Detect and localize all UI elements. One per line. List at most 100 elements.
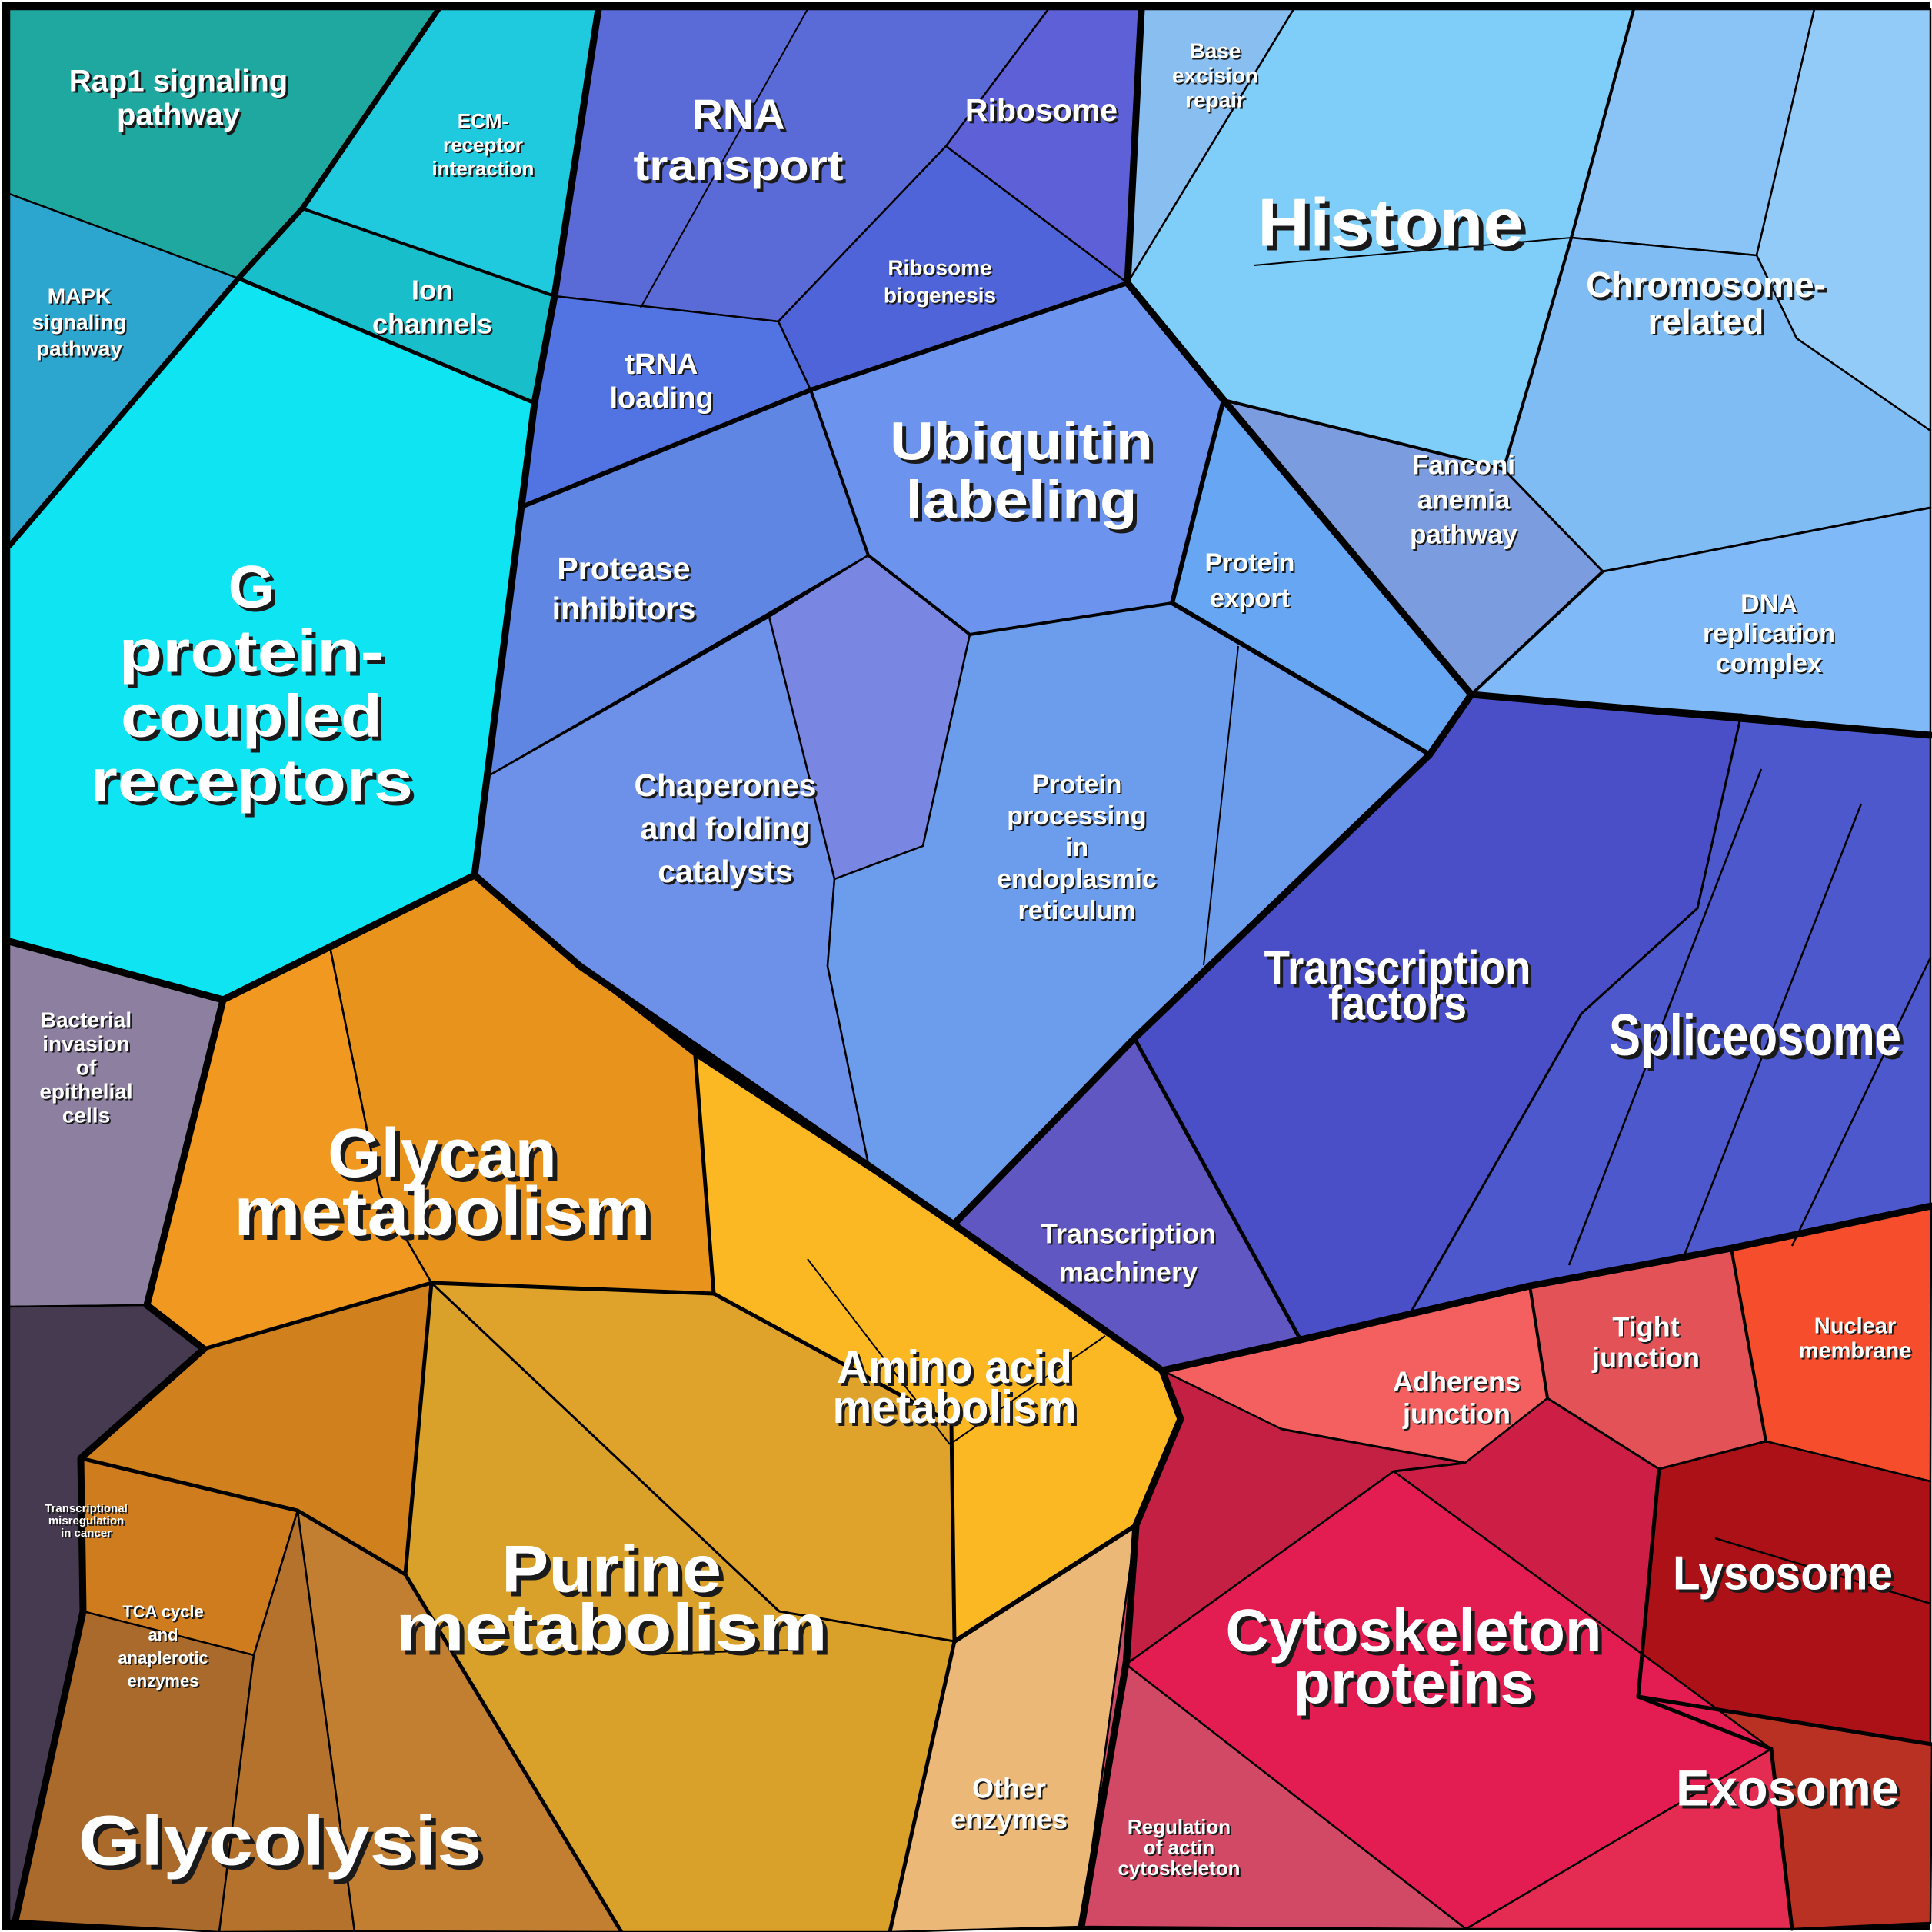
svg-text:Glycan: Glycan [328, 1115, 557, 1192]
svg-text:related: related [1651, 303, 1767, 343]
svg-text:Ribosome: Ribosome [889, 257, 993, 281]
svg-text:Cytoskeleton: Cytoskeleton [1230, 1601, 1606, 1668]
svg-text:of: of [76, 1055, 97, 1079]
svg-text:export: export [1211, 585, 1291, 615]
svg-text:cytoskeleton: cytoskeleton [1120, 1858, 1242, 1881]
svg-text:repair: repair [1185, 88, 1245, 112]
svg-text:machinery: machinery [1059, 1257, 1198, 1288]
svg-text:Tight: Tight [1614, 1313, 1681, 1344]
svg-text:Nuclear: Nuclear [1816, 1316, 1897, 1341]
svg-text:ECM-: ECM- [458, 109, 508, 132]
svg-text:Fanconi: Fanconi [1412, 450, 1515, 480]
svg-text:Transcription: Transcription [1267, 944, 1534, 998]
svg-text:Fanconi: Fanconi [1414, 451, 1517, 481]
svg-text:receptors: receptors [94, 751, 417, 818]
svg-text:replication: replication [1704, 621, 1837, 650]
svg-text:endoplasmic: endoplasmic [997, 864, 1157, 894]
svg-text:Bacterial: Bacterial [42, 1009, 133, 1033]
svg-text:G: G [228, 553, 275, 621]
svg-text:enzymes: enzymes [129, 1673, 201, 1692]
svg-text:Protease: Protease [559, 552, 692, 588]
svg-text:RNA: RNA [691, 90, 784, 138]
svg-text:catalysts: catalysts [658, 854, 793, 889]
svg-text:pathway: pathway [1410, 519, 1518, 549]
svg-text:Bacterial: Bacterial [41, 1008, 132, 1031]
svg-text:DNA: DNA [1740, 589, 1797, 618]
svg-text:RNA: RNA [695, 93, 788, 142]
svg-text:Ubiquitin: Ubiquitin [890, 411, 1153, 471]
svg-text:anemia: anemia [1417, 485, 1511, 515]
svg-text:junction: junction [1402, 1398, 1511, 1430]
svg-text:Exosome: Exosome [1679, 1762, 1902, 1819]
svg-text:proteins: proteins [1297, 1653, 1538, 1720]
svg-text:reticulum: reticulum [1018, 896, 1135, 925]
svg-text:Regulation: Regulation [1128, 1815, 1231, 1838]
svg-text:Rap1 signaling: Rap1 signaling [69, 65, 288, 98]
svg-text:Transcription: Transcription [1264, 941, 1531, 994]
svg-text:repair: repair [1187, 89, 1247, 113]
svg-text:processing: processing [1007, 801, 1146, 831]
svg-text:enzymes: enzymes [952, 1805, 1069, 1837]
svg-text:Rap1 signaling: Rap1 signaling [72, 66, 291, 100]
svg-text:Lysosome: Lysosome [1673, 1547, 1893, 1600]
svg-text:in cancer: in cancer [62, 1528, 113, 1541]
svg-text:G: G [232, 557, 279, 625]
svg-text:Amino acid: Amino acid [840, 1344, 1075, 1396]
svg-text:metabolism: metabolism [395, 1591, 828, 1665]
svg-text:ECM-: ECM- [459, 111, 510, 134]
svg-text:Glycolysis: Glycolysis [83, 1806, 487, 1884]
svg-text:interaction: interaction [434, 158, 536, 182]
svg-text:Protein: Protein [1206, 550, 1296, 579]
svg-text:membrane: membrane [1800, 1341, 1914, 1365]
svg-text:signaling: signaling [32, 310, 127, 334]
svg-text:Protein: Protein [1031, 770, 1121, 799]
svg-text:endoplasmic: endoplasmic [998, 866, 1158, 895]
svg-text:Regulation: Regulation [1129, 1817, 1232, 1840]
svg-text:in cancer: in cancer [61, 1527, 112, 1540]
svg-text:epithelial: epithelial [41, 1081, 134, 1104]
svg-text:inhibitors: inhibitors [555, 594, 698, 629]
svg-text:enzymes: enzymes [128, 1671, 199, 1690]
svg-text:Histone: Histone [1257, 184, 1524, 260]
svg-text:Base: Base [1191, 40, 1243, 64]
svg-text:coupled: coupled [125, 686, 386, 754]
svg-text:Base: Base [1190, 38, 1241, 62]
svg-text:transport: transport [634, 141, 844, 189]
svg-text:Chaperones: Chaperones [637, 770, 819, 805]
svg-text:Ion: Ion [413, 276, 455, 308]
svg-text:of actin: of actin [1145, 1837, 1216, 1860]
svg-text:metabolism: metabolism [836, 1384, 1080, 1436]
svg-text:transport: transport [637, 144, 847, 192]
svg-text:Transcription: Transcription [1042, 1220, 1217, 1251]
svg-text:enzymes: enzymes [951, 1804, 1068, 1835]
svg-text:Protein: Protein [1204, 548, 1294, 578]
svg-text:excision: excision [1172, 63, 1258, 87]
svg-text:machinery: machinery [1061, 1258, 1199, 1290]
svg-text:factors: factors [1328, 977, 1467, 1030]
svg-text:metabolism: metabolism [234, 1174, 651, 1251]
svg-text:Spliceosome: Spliceosome [1613, 1007, 1905, 1072]
svg-text:channels: channels [374, 310, 494, 341]
svg-text:Purine: Purine [501, 1533, 721, 1607]
svg-text:Ribosome: Ribosome [888, 255, 991, 279]
svg-text:channels: channels [372, 308, 492, 340]
svg-text:invasion: invasion [44, 1033, 132, 1057]
svg-text:signaling: signaling [34, 311, 128, 335]
svg-text:reticulum: reticulum [1019, 898, 1137, 927]
svg-text:cells: cells [64, 1104, 112, 1128]
svg-text:Purine: Purine [506, 1537, 726, 1611]
svg-text:metabolism: metabolism [238, 1178, 655, 1255]
svg-text:Transcriptional: Transcriptional [45, 1502, 128, 1515]
svg-text:Adherens: Adherens [1394, 1367, 1522, 1399]
svg-text:factors: factors [1331, 980, 1470, 1033]
svg-text:Tight: Tight [1612, 1311, 1679, 1343]
svg-text:protein-: protein- [123, 621, 388, 689]
svg-text:pathway: pathway [119, 102, 243, 135]
svg-text:processing: processing [1008, 803, 1148, 832]
svg-text:Transcriptional: Transcriptional [46, 1504, 129, 1517]
svg-text:Chromosome-: Chromosome- [1586, 265, 1826, 305]
svg-text:loading: loading [611, 384, 715, 416]
svg-text:misregulation: misregulation [50, 1516, 125, 1529]
svg-text:labeling: labeling [906, 469, 1138, 529]
svg-text:Ion: Ion [411, 275, 453, 306]
